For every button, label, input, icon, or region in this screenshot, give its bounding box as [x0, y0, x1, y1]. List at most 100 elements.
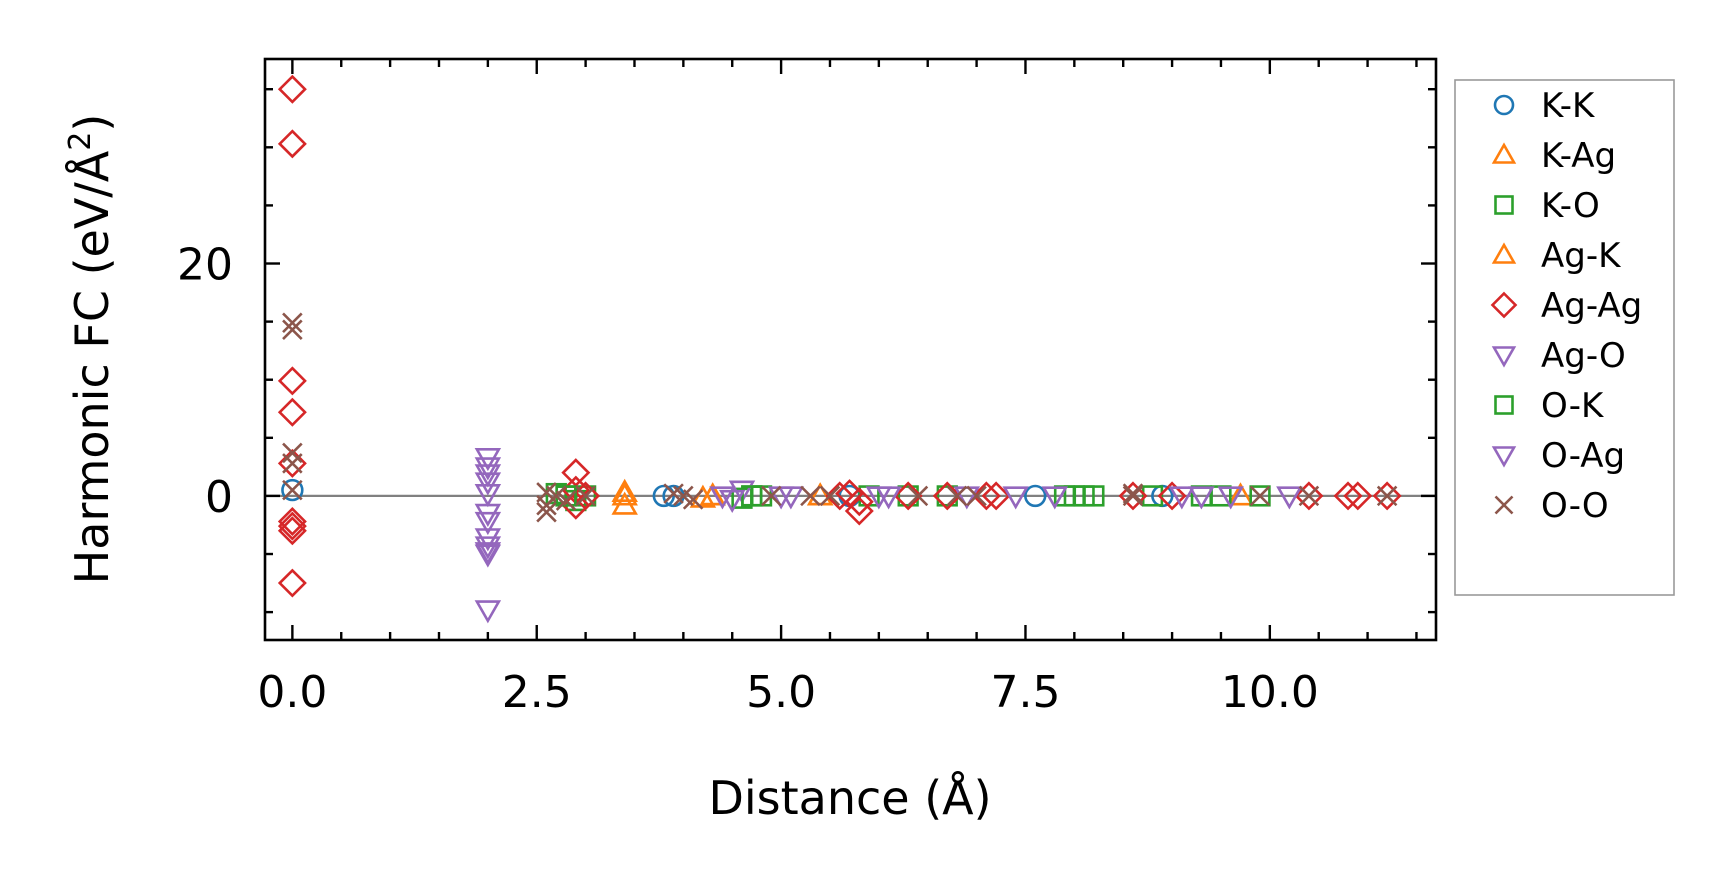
data-point: [282, 479, 303, 501]
data-point: [546, 485, 567, 507]
series-O-K: [555, 485, 1085, 507]
data-point: [1188, 486, 1215, 510]
data-point: [682, 489, 704, 510]
data-point: [277, 397, 307, 427]
data-point: [1118, 481, 1148, 511]
data-point: [1249, 485, 1271, 507]
y-axis-label: Harmonic FC (eV/Å2): [63, 114, 119, 585]
y-axis-label-superscript: 2: [63, 132, 98, 151]
data-point: [709, 486, 736, 510]
data-point: [611, 482, 638, 506]
x-axis-label: Distance (Å): [708, 771, 991, 825]
data-point: [1024, 484, 1047, 508]
data-point: [281, 478, 304, 502]
x-tick-label: 7.5: [990, 667, 1060, 718]
data-point: [844, 487, 874, 517]
series-O-O: [282, 312, 1398, 523]
data-point: [611, 478, 638, 502]
data-point: [1122, 485, 1144, 507]
data-point: [282, 442, 303, 464]
legend-label: Ag-K: [1541, 236, 1622, 276]
data-point: [277, 506, 307, 536]
legend-label: O-K: [1541, 386, 1605, 426]
x-tick-label: 0.0: [257, 667, 327, 718]
data-point: [1157, 481, 1187, 511]
data-point: [825, 481, 855, 511]
data-point: [800, 485, 821, 507]
data-point: [1141, 485, 1164, 507]
plot-frame: [263, 57, 1438, 642]
data-point: [474, 511, 502, 536]
data-point: [474, 464, 502, 488]
data-point: [277, 516, 307, 546]
data-point: [1002, 486, 1029, 510]
legend-item: Ag-K: [1491, 236, 1622, 276]
legend-label: K-Ag: [1541, 136, 1616, 176]
data-point: [971, 481, 1001, 511]
data-point: [277, 74, 307, 104]
legend-item: Ag-Ag: [1490, 286, 1642, 326]
data-point: [474, 484, 502, 508]
data-point: [741, 485, 763, 507]
data-point: [1298, 485, 1320, 507]
data-point: [282, 312, 303, 334]
data-point: [981, 481, 1011, 511]
data-point: [1372, 481, 1402, 511]
data-point: [474, 536, 502, 560]
legend-marker: [1494, 195, 1514, 215]
legend-item: K-K: [1493, 86, 1596, 126]
legend-label: O-Ag: [1541, 436, 1625, 476]
legend: K-K K-Ag K-O Ag-K Ag-Ag Ag-O O-K O-Ag O-O: [1454, 79, 1675, 596]
data-point: [1343, 481, 1373, 511]
data-point: [1227, 482, 1254, 506]
legend-label: Ag-O: [1541, 336, 1626, 376]
x-tick-label: 2.5: [502, 667, 572, 718]
legend-label: O-O: [1541, 486, 1609, 526]
data-point: [555, 490, 577, 511]
data-point: [536, 501, 557, 523]
x-tick-label: 5.0: [746, 667, 816, 718]
data-point: [699, 482, 726, 506]
legend-item: Ag-O: [1491, 336, 1626, 376]
data-point: [277, 568, 307, 598]
data-point: [652, 484, 676, 508]
data-point: [875, 486, 902, 510]
data-point: [1376, 485, 1398, 507]
data-point: [474, 472, 502, 496]
data-point: [277, 448, 307, 478]
data-point: [966, 485, 987, 507]
data-point: [1217, 486, 1244, 510]
legend-marker: [1491, 142, 1517, 164]
data-point: [819, 485, 841, 507]
legend-item: K-O: [1494, 186, 1600, 226]
data-point: [932, 481, 962, 511]
legend-item: O-K: [1494, 386, 1605, 426]
data-point: [277, 511, 307, 541]
y-tick-label: 0: [205, 472, 233, 523]
data-point: [282, 453, 303, 474]
legend-marker: [1493, 94, 1515, 116]
legend-item: K-Ag: [1491, 136, 1616, 176]
legend-label: Ag-Ag: [1541, 286, 1642, 326]
data-point: [474, 457, 502, 481]
data-point: [761, 485, 782, 507]
legend-label: K-O: [1541, 186, 1600, 226]
legend-marker: [1491, 242, 1517, 264]
data-point: [1063, 485, 1085, 507]
legend-marker: [1490, 291, 1518, 319]
data-point: [282, 319, 303, 341]
data-point: [893, 481, 923, 511]
data-point: [1249, 485, 1271, 507]
series-Ag-Ag: [277, 74, 1402, 598]
data-point: [474, 542, 502, 566]
data-point: [1122, 483, 1144, 504]
legend-item: O-Ag: [1491, 436, 1625, 476]
data-point: [277, 129, 307, 159]
data-point: [718, 489, 746, 514]
data-point: [907, 485, 929, 507]
data-point: [946, 485, 968, 507]
data-point: [1276, 486, 1303, 510]
data-point: [474, 600, 502, 624]
data-point: [1294, 481, 1324, 511]
